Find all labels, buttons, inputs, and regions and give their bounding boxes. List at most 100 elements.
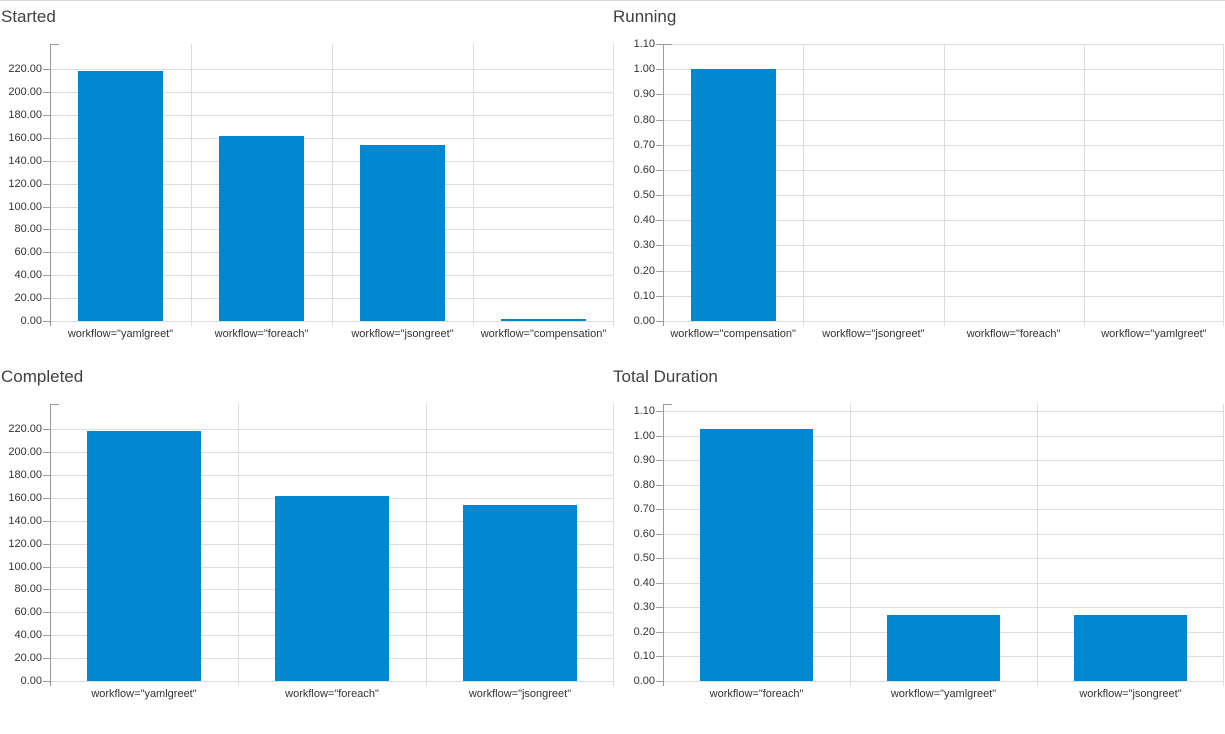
y-tick-mark (656, 632, 663, 633)
y-tick-mark (43, 298, 50, 299)
y-tick-label: 0.50 (633, 552, 655, 564)
x-category-label: workflow="jsongreet" (351, 328, 454, 340)
x-category-label: workflow="compensation" (480, 328, 607, 340)
y-tick-mark (43, 184, 50, 185)
y-tick-label: 0.80 (633, 114, 655, 126)
h-gridline (663, 120, 1224, 121)
y-tick-mark (656, 321, 663, 322)
y-tick-label: 40.00 (14, 629, 42, 641)
y-tick-label: 0.70 (633, 139, 655, 151)
y-tick-label: 180.00 (8, 109, 42, 121)
h-gridline (663, 607, 1224, 608)
y-axis-line (663, 44, 664, 326)
h-gridline (50, 429, 614, 430)
bar-workflowcompensation[interactable] (500, 318, 587, 321)
y-tick-label: 0.00 (633, 675, 655, 687)
y-tick-label: 0.40 (633, 577, 655, 589)
y-tick-mark (656, 94, 663, 95)
y-tick-mark (43, 429, 50, 430)
y-tick-label: 20.00 (14, 292, 42, 304)
bar-workflowyamlgreet[interactable] (886, 614, 1001, 681)
v-gridline (1223, 404, 1224, 686)
y-tick-label: 1.00 (633, 63, 655, 75)
bar-workflowjsongreet[interactable] (1073, 614, 1188, 681)
y-axis-line (50, 44, 51, 326)
bar-workflowyamlgreet[interactable] (87, 430, 201, 681)
y-tick-mark (656, 534, 663, 535)
y-tick-label: 140.00 (8, 155, 42, 167)
y-tick-label: 0.30 (633, 601, 655, 613)
bar-workflowjsongreet[interactable] (463, 504, 577, 681)
chart-title-completed: Completed (1, 367, 84, 386)
x-category-label: workflow="jsongreet" (1079, 688, 1182, 700)
v-gridline (191, 44, 192, 326)
x-category-label: workflow="yamlgreet" (890, 688, 997, 700)
h-gridline (663, 170, 1224, 171)
y-tick-mark (43, 521, 50, 522)
y-tick-mark (43, 115, 50, 116)
y-tick-label: 0.10 (633, 650, 655, 662)
h-gridline (663, 436, 1224, 437)
bar-workflowcompensation[interactable] (690, 69, 776, 321)
h-gridline (663, 411, 1224, 412)
y-tick-mark (43, 589, 50, 590)
y-tick-mark (43, 544, 50, 545)
y-tick-label: 180.00 (8, 469, 42, 481)
h-gridline (50, 475, 614, 476)
y-tick-mark (43, 275, 50, 276)
y-tick-mark (656, 69, 663, 70)
v-gridline (1084, 44, 1085, 326)
y-tick-label: 1.10 (633, 405, 655, 417)
y-tick-label: 0.60 (633, 164, 655, 176)
h-gridline (663, 69, 1224, 70)
y-tick-mark (43, 138, 50, 139)
y-tick-mark (43, 612, 50, 613)
y-tick-mark (43, 161, 50, 162)
y-tick-mark (43, 69, 50, 70)
y-tick-label: 120.00 (8, 178, 42, 190)
y-tick-label: 0.20 (633, 626, 655, 638)
y-tick-label: 0.80 (633, 479, 655, 491)
bar-workflowforeach[interactable] (275, 496, 389, 681)
h-gridline (50, 452, 614, 453)
chart-completed-plot: 0.00 20.00 40.00 60.00 80.00 100.00 120.00 140.… (8, 404, 614, 700)
y-axis-top-tick (50, 404, 59, 405)
chart-title-running: Running (613, 7, 677, 26)
h-gridline (663, 681, 1224, 682)
y-tick-mark (656, 681, 663, 682)
x-category-label: workflow="foreach" (966, 328, 1061, 340)
h-gridline (663, 245, 1224, 246)
y-tick-mark (656, 583, 663, 584)
bar-workflowforeach[interactable] (699, 428, 814, 681)
y-tick-mark (656, 436, 663, 437)
bar-workflowyamlgreet[interactable] (77, 70, 164, 321)
x-category-label: workflow="yamlgreet" (1101, 328, 1207, 340)
y-tick-mark (43, 681, 50, 682)
x-category-label: workflow="jsongreet" (468, 688, 572, 700)
y-tick-label: 100.00 (8, 201, 42, 213)
v-gridline (238, 404, 239, 686)
v-gridline (1223, 44, 1224, 326)
y-axis-top-tick (50, 44, 59, 45)
v-gridline (332, 44, 333, 326)
y-tick-label: 0.70 (633, 503, 655, 515)
y-tick-label: 80.00 (14, 583, 42, 595)
h-gridline (663, 94, 1224, 95)
y-tick-label: 200.00 (8, 86, 42, 98)
y-tick-mark (43, 452, 50, 453)
h-gridline (663, 220, 1224, 221)
h-gridline (663, 145, 1224, 146)
bar-workflowforeach[interactable] (218, 135, 305, 321)
x-category-label: workflow="yamlgreet" (91, 688, 197, 700)
y-tick-label: 0.50 (633, 189, 655, 201)
x-category-label: workflow="foreach" (709, 688, 804, 700)
y-tick-label: 0.40 (633, 214, 655, 226)
y-tick-mark (656, 607, 663, 608)
y-tick-mark (656, 271, 663, 272)
y-tick-label: 220.00 (8, 63, 42, 75)
y-tick-mark (656, 170, 663, 171)
bar-workflowjsongreet[interactable] (359, 144, 446, 321)
y-tick-mark (43, 498, 50, 499)
y-tick-label: 80.00 (14, 223, 42, 235)
y-tick-mark (656, 220, 663, 221)
